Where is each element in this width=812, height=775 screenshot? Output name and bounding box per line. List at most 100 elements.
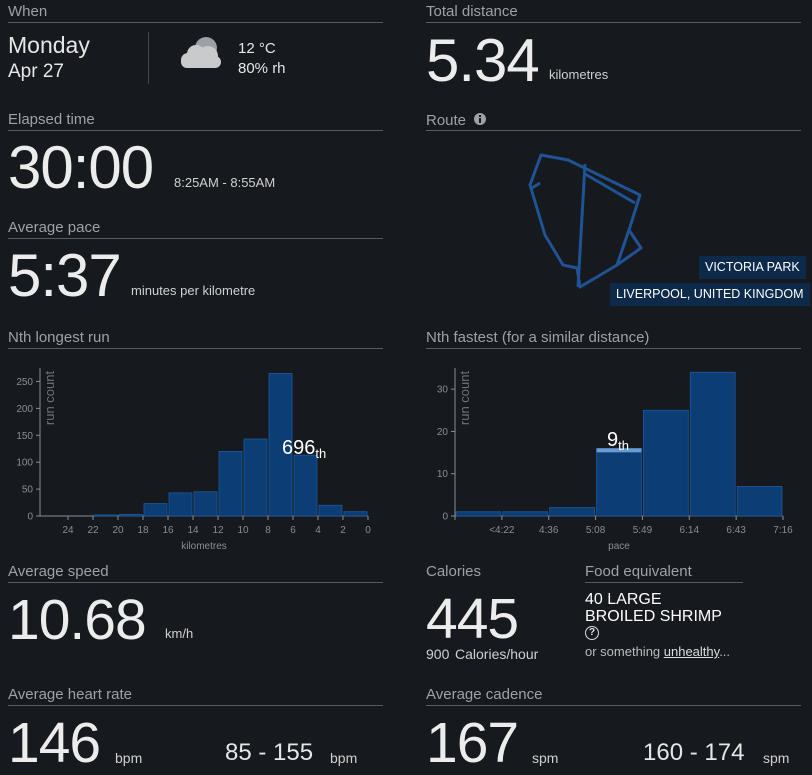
x-tick-label: 6:43 bbox=[726, 525, 746, 536]
bar bbox=[243, 438, 268, 517]
pace-unit: minutes per kilometre bbox=[131, 283, 256, 298]
x-axis-title: kilometres bbox=[181, 541, 227, 552]
elapsed-range: 8:25AM - 8:55AM bbox=[174, 175, 276, 190]
x-tick-label: 2 bbox=[340, 525, 346, 536]
section-title: Total distance bbox=[426, 4, 801, 23]
section-title: Average cadence bbox=[426, 687, 801, 706]
distance-unit: kilometres bbox=[549, 67, 609, 82]
bar bbox=[689, 371, 736, 517]
heart-range: 85 - 155 bbox=[225, 739, 314, 766]
bar bbox=[318, 504, 343, 517]
annotation-suffix: th bbox=[618, 438, 629, 453]
x-tick-label: 7:16 bbox=[773, 525, 793, 536]
food-item: BROILED SHRIMP bbox=[585, 608, 722, 625]
section-title: Elapsed time bbox=[8, 112, 383, 131]
x-tick-label: 16 bbox=[162, 525, 174, 536]
bar bbox=[502, 511, 549, 517]
bar bbox=[268, 372, 293, 517]
food-prefix: or something bbox=[585, 644, 664, 659]
x-tick-label: 5:49 bbox=[633, 525, 653, 536]
place-tag: VICTORIA PARK bbox=[699, 256, 806, 279]
section-title: Average speed bbox=[8, 564, 383, 583]
x-tick-label: 5:08 bbox=[586, 525, 606, 536]
y-axis-title: run count bbox=[42, 371, 57, 426]
bar bbox=[143, 503, 168, 517]
section-title: Food equivalent bbox=[585, 564, 743, 583]
y-axis-title: run count bbox=[457, 371, 472, 426]
route-map bbox=[528, 153, 643, 289]
distance-value: 5.34 bbox=[426, 27, 540, 94]
day: Monday bbox=[8, 32, 90, 58]
x-tick-label: 4:36 bbox=[539, 525, 559, 536]
section-title: Calories bbox=[426, 563, 482, 580]
annotation: 696th bbox=[282, 437, 326, 461]
heart-unit: bpm bbox=[115, 750, 143, 766]
divider bbox=[148, 32, 149, 84]
section-title: Nth longest run bbox=[8, 330, 383, 349]
x-tick-label: 10 bbox=[237, 525, 249, 536]
section-title: Average pace bbox=[8, 220, 383, 239]
calories-rate: 900 bbox=[426, 646, 450, 662]
x-tick-label: 20 bbox=[112, 525, 124, 536]
annotation-number: 9 bbox=[607, 429, 618, 451]
cadence-value: 167 bbox=[426, 711, 519, 775]
y-tick-label: 50 bbox=[22, 485, 34, 496]
x-tick-label: 0 bbox=[365, 525, 371, 536]
food-link[interactable]: unhealthy bbox=[663, 644, 720, 659]
pace-value: 5:37 bbox=[8, 242, 122, 309]
section-title: Average heart rate bbox=[8, 687, 383, 706]
cadence-range-unit: spm bbox=[763, 750, 790, 766]
elapsed-value: 30:00 bbox=[8, 134, 154, 201]
y-tick-label: 250 bbox=[16, 377, 33, 388]
calories-rate-unit: Calories/hour bbox=[455, 646, 539, 662]
cadence-range: 160 - 174 bbox=[643, 739, 745, 766]
x-tick-label: 24 bbox=[62, 525, 74, 536]
x-tick-label: 22 bbox=[87, 525, 99, 536]
bar bbox=[218, 451, 243, 517]
section-title: Route bbox=[426, 112, 801, 131]
bar bbox=[736, 485, 783, 517]
highlight bbox=[596, 448, 642, 453]
food-note: or something unhealthy... bbox=[585, 645, 730, 658]
date: Apr 27 bbox=[8, 61, 64, 82]
section-title: When bbox=[8, 4, 383, 23]
y-tick-label: 100 bbox=[16, 458, 33, 469]
heart-range-unit: bpm bbox=[330, 750, 358, 766]
bar bbox=[118, 513, 143, 517]
info-icon[interactable] bbox=[473, 112, 487, 126]
x-tick-label: 4 bbox=[315, 525, 321, 536]
y-tick-label: 200 bbox=[16, 404, 33, 415]
help-icon[interactable]: ? bbox=[585, 626, 599, 640]
bar bbox=[455, 511, 502, 517]
x-tick-label: <4:22 bbox=[489, 525, 515, 536]
x-axis-title: pace bbox=[608, 541, 630, 552]
speed-unit: km/h bbox=[165, 626, 194, 641]
bar bbox=[293, 454, 318, 517]
x-tick-label: 14 bbox=[187, 525, 199, 536]
humidity: 80% rh bbox=[238, 60, 286, 77]
food-suffix: ... bbox=[719, 644, 731, 659]
region-tag: LIVERPOOL, UNITED KINGDOM bbox=[610, 283, 810, 306]
speed-value: 10.68 bbox=[8, 588, 147, 652]
y-tick-label: 150 bbox=[16, 431, 33, 442]
temperature: 12 °C bbox=[238, 40, 276, 57]
y-tick-label: 0 bbox=[442, 512, 448, 523]
y-tick-label: 10 bbox=[437, 469, 449, 480]
food-item: 40 LARGE bbox=[585, 591, 662, 608]
cadence-unit: spm bbox=[532, 750, 559, 766]
bar bbox=[168, 492, 193, 517]
y-tick-label: 0 bbox=[27, 512, 33, 523]
bar bbox=[343, 511, 368, 517]
calories-value: 445 bbox=[426, 587, 519, 651]
bar bbox=[643, 409, 689, 517]
y-tick-label: 20 bbox=[437, 427, 449, 438]
bar bbox=[193, 491, 218, 517]
x-tick-label: 18 bbox=[137, 525, 149, 536]
x-tick-label: 6:14 bbox=[680, 525, 700, 536]
cloud-icon bbox=[181, 37, 221, 68]
y-tick-label: 30 bbox=[437, 385, 449, 396]
route-title: Route bbox=[426, 112, 467, 129]
x-tick-label: 6 bbox=[290, 525, 296, 536]
